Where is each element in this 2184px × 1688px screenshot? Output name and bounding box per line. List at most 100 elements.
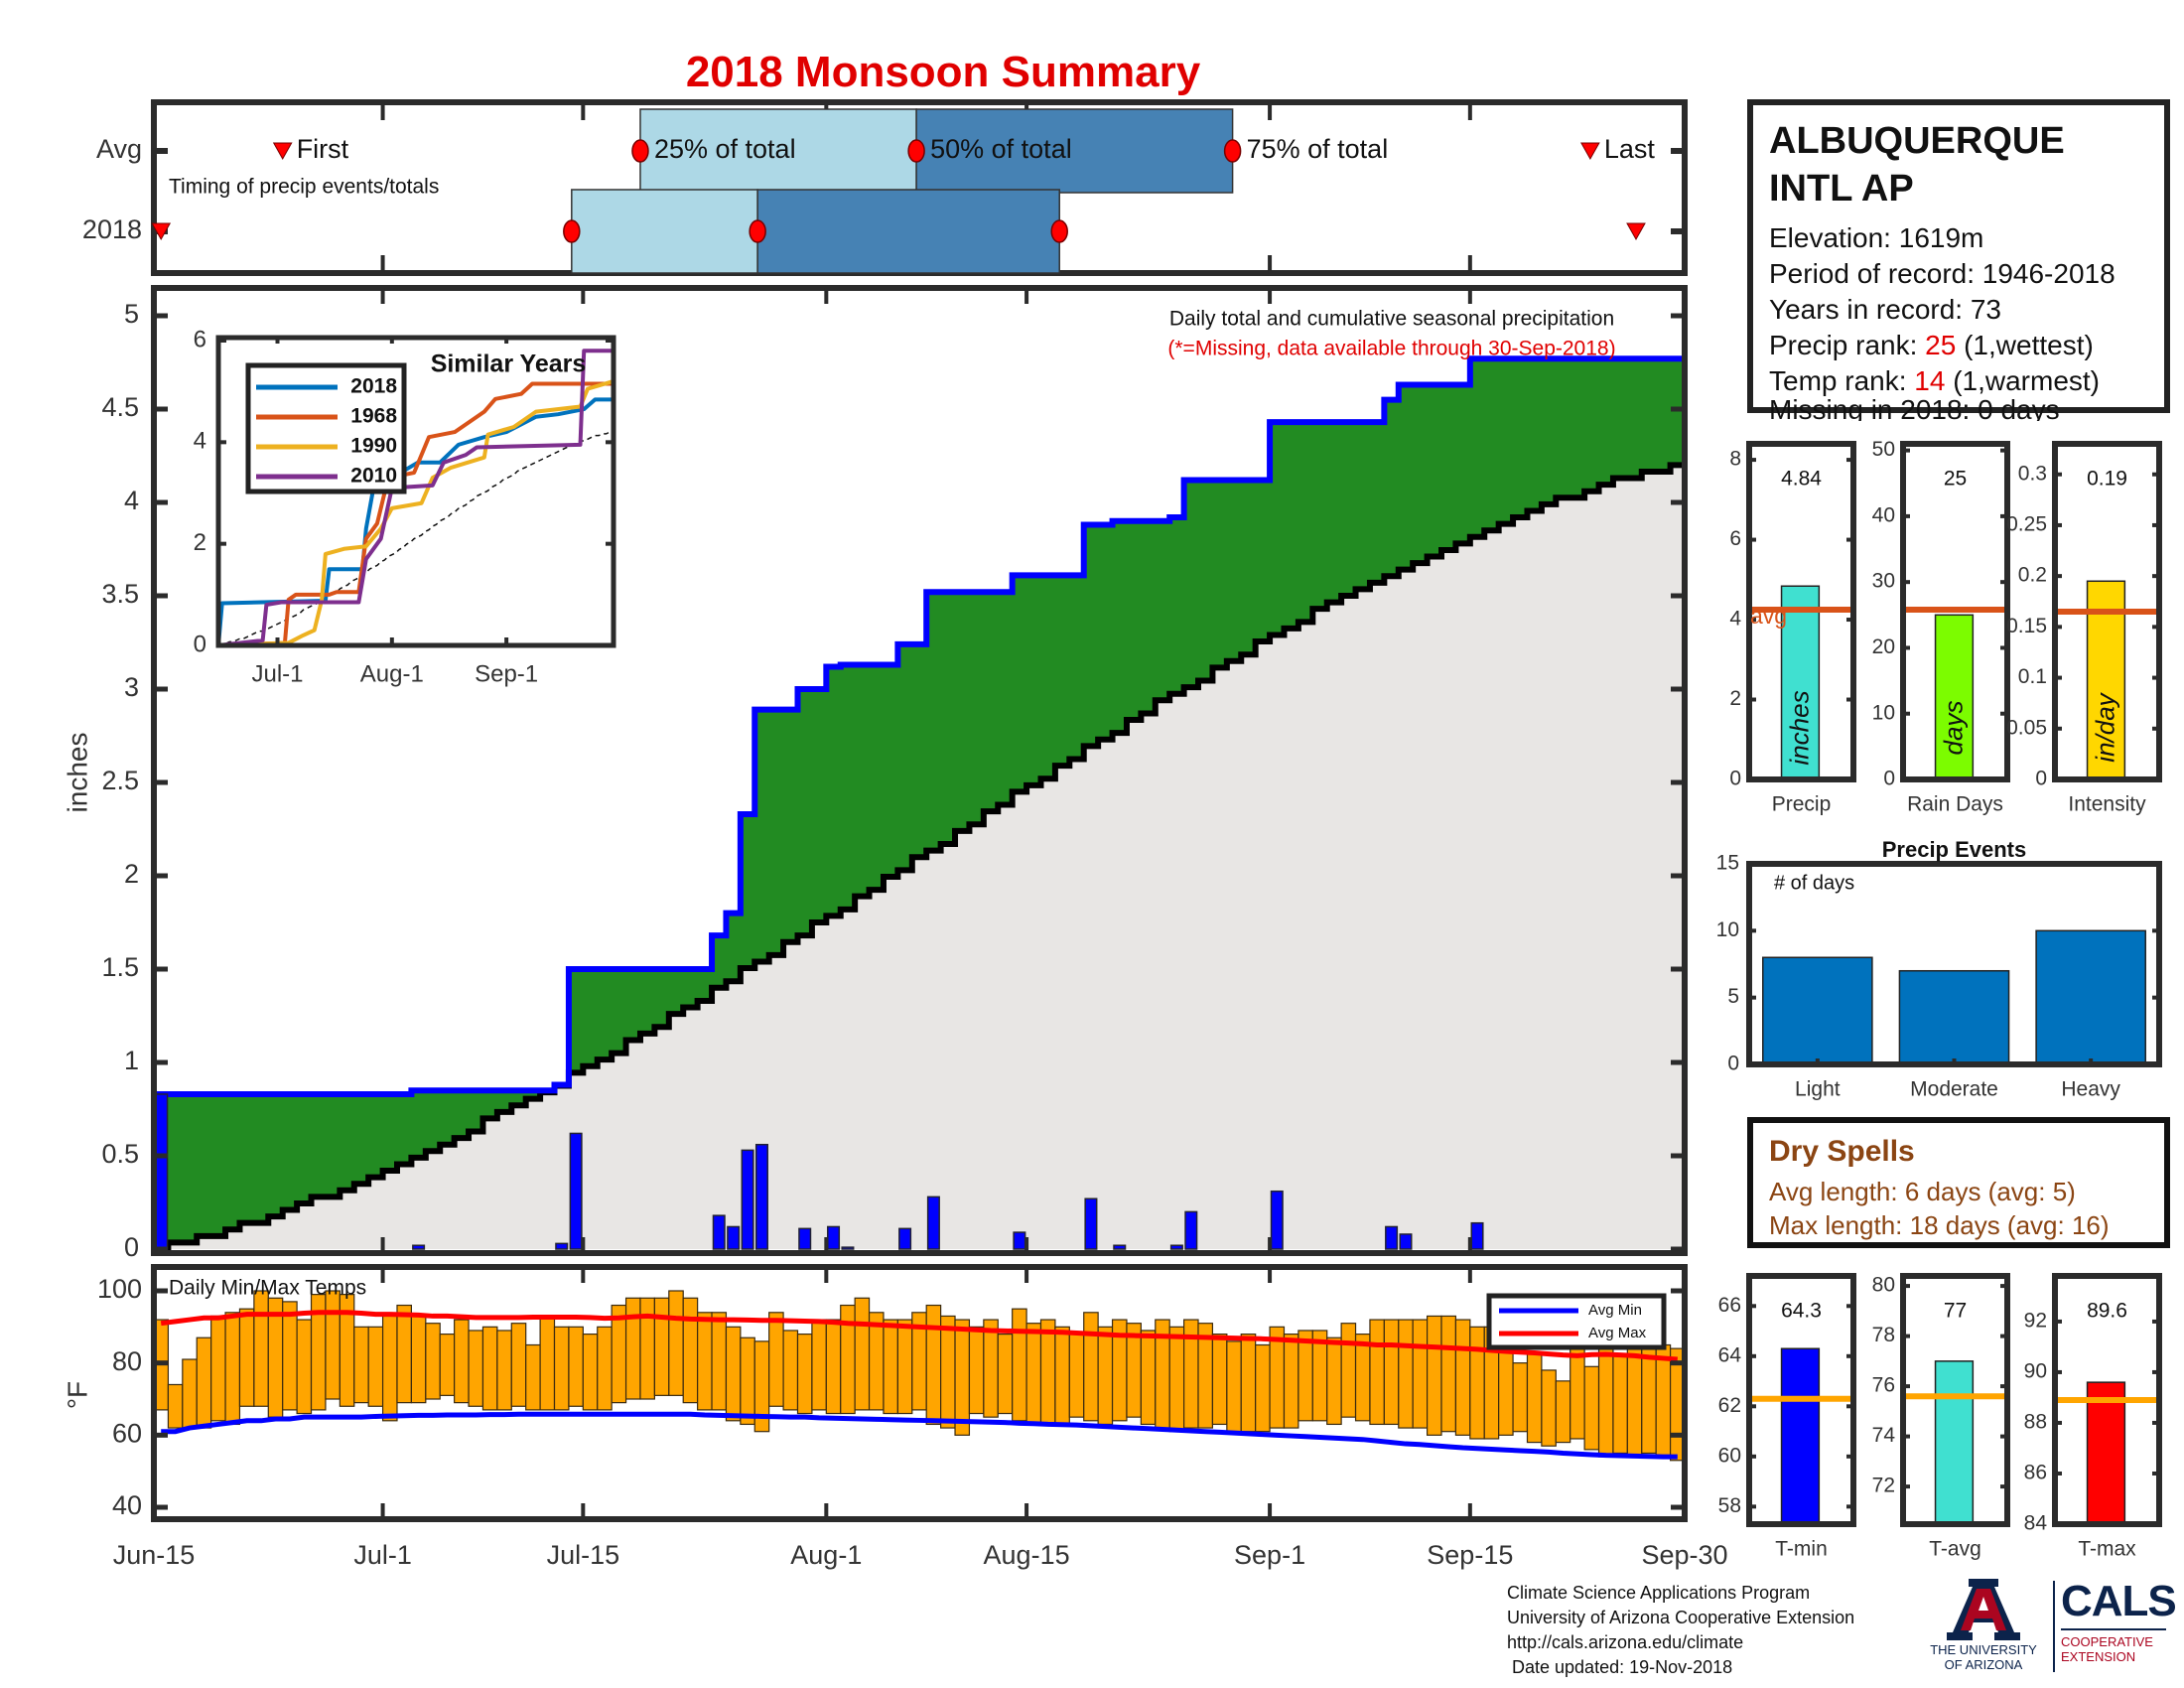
daily-precip-bar — [1399, 1233, 1413, 1250]
cumulative-2018-line — [151, 355, 1685, 1249]
summary-ytick-label: 90 — [2024, 1359, 2047, 1382]
daily-temp-bar — [1083, 1312, 1099, 1422]
daily-temp-bar — [1512, 1362, 1529, 1433]
summary-value-t-min: 64.3 — [1781, 1300, 1822, 1323]
main-ytick-label: 4 — [124, 486, 139, 515]
precip-rank-value: 25 — [1925, 330, 1957, 360]
daily-temp-bar — [925, 1304, 942, 1426]
daily-temp-bar — [768, 1312, 784, 1407]
summary-panel-frame — [2052, 1273, 2162, 1527]
main-ytick-label: 2.5 — [101, 766, 139, 795]
timing-label-p50: 50% of total — [930, 134, 1072, 164]
daily-temp-bar — [582, 1333, 599, 1411]
daily-temp-bar — [1168, 1326, 1185, 1433]
timing-label-p75: 75% of total — [1247, 134, 1389, 164]
timing-first-marker-icon — [151, 222, 172, 241]
timing-box-25-50 — [571, 189, 758, 274]
summary-ytick-label: 40 — [1872, 503, 1895, 526]
footer-url[interactable]: http://cals.arizona.edu/climate — [1507, 1632, 1744, 1652]
main-ylabel: inches — [62, 733, 92, 813]
daily-temp-bar — [1054, 1326, 1070, 1426]
station-precip-rank: Precip rank: 25 (1,wettest) — [1769, 330, 2094, 361]
daily-temp-bar — [425, 1323, 441, 1400]
summary-ytick-label: 6 — [1729, 527, 1741, 550]
daily-temp-bar — [653, 1297, 670, 1396]
summary-bar-precip — [1780, 585, 1821, 780]
summary-panel-frame — [1746, 441, 1856, 782]
daily-temp-bar — [940, 1315, 956, 1429]
daily-precip-bar — [1084, 1197, 1098, 1250]
station-period: Period of record: 1946-2018 — [1769, 258, 2116, 289]
summary-panel-frame — [1746, 1273, 1856, 1527]
daily-temp-bar — [1211, 1333, 1228, 1426]
summary-ytick-label: 72 — [1872, 1475, 1895, 1497]
daily-temp-bar — [1626, 1343, 1643, 1458]
temps-plot-frame — [151, 1264, 1688, 1522]
main-ytick-label: 0.5 — [101, 1139, 139, 1169]
main-ytick-label: 3 — [124, 672, 139, 702]
daily-precip-bar — [555, 1242, 569, 1250]
summary-value-rain-days: 25 — [1944, 468, 1967, 491]
daily-temp-bar — [167, 1383, 184, 1429]
timing-row-label-avg: Avg — [96, 134, 142, 164]
summary-ytick-label: 74 — [1872, 1424, 1896, 1447]
legend-label-2018: 2018 — [350, 375, 397, 398]
summary-value-t-avg: 77 — [1944, 1300, 1967, 1323]
daily-temp-bar — [725, 1326, 742, 1422]
summary-value-intensity: 0.19 — [2087, 468, 2127, 491]
daily-temp-bar — [381, 1315, 398, 1422]
summary-ytick-label: 88 — [2024, 1411, 2047, 1434]
summary-unit-intensity: in/day — [2090, 691, 2119, 762]
summary-ytick-label: 0.15 — [2006, 615, 2047, 637]
daily-temp-bar — [825, 1319, 842, 1415]
daily-temp-bar — [525, 1343, 541, 1411]
summary-value-t-max: 89.6 — [2087, 1300, 2127, 1323]
station-name: ALBUQUERQUE INTL AP — [1769, 117, 2156, 212]
daily-temp-bar — [1354, 1333, 1371, 1422]
temps-ytick-label: 80 — [112, 1346, 142, 1376]
main-ytick-label: 4.5 — [101, 392, 139, 422]
average-cumulative-fill-area — [154, 458, 1685, 1249]
timing-marker-p75 — [1050, 219, 1068, 243]
summary-ytick-label: 10 — [1872, 701, 1895, 724]
daily-temp-bar — [196, 1336, 212, 1429]
footer-date-updated: Date updated: 19-Nov-2018 — [1507, 1657, 1733, 1677]
daily-temp-bar — [896, 1319, 913, 1415]
summary-panel-frame — [2052, 441, 2162, 782]
precip-events-title: Precip Events — [1882, 837, 2027, 862]
main-plot-frame — [151, 285, 1688, 1256]
daily-temp-bar — [883, 1319, 898, 1415]
daily-precip-bar — [569, 1132, 583, 1250]
similar-years-frame — [215, 335, 616, 648]
avg-min-temp-line — [161, 1411, 1678, 1460]
daily-temp-bar — [1555, 1380, 1571, 1444]
similar-xtick-label: Aug-1 — [360, 660, 424, 687]
summary-label-intensity: Intensity — [2068, 793, 2146, 816]
precip-rank-note: (1,wettest) — [1956, 330, 2094, 360]
daily-temp-bar — [954, 1319, 971, 1436]
daily-temp-bar — [1369, 1319, 1385, 1426]
daily-temp-bar — [1655, 1343, 1672, 1458]
daily-precip-bar — [1385, 1225, 1399, 1250]
timing-label-first: First — [297, 134, 349, 164]
daily-precip-bar — [1113, 1244, 1127, 1250]
station-name-line1: ALBUQUERQUE — [1769, 120, 2065, 162]
daily-precip-bar — [926, 1196, 940, 1250]
daily-temp-bar — [553, 1326, 570, 1411]
daily-temp-bar — [454, 1319, 470, 1404]
temps-legend — [1486, 1293, 1667, 1350]
daily-precip-bar — [1184, 1210, 1198, 1250]
timing-marker-p50 — [907, 139, 925, 163]
summary-ytick-label: 84 — [2024, 1512, 2048, 1535]
daily-temp-bar — [439, 1333, 456, 1396]
similar-ytick-label: 4 — [194, 428, 206, 455]
precip-events-ytick-label: 15 — [1716, 852, 1739, 875]
similar-xtick-label: Sep-1 — [475, 660, 538, 687]
summary-ytick-label: 0.25 — [2006, 512, 2047, 535]
precip-events-ytick-label: 10 — [1716, 918, 1739, 941]
summary-label-t-avg: T-avg — [1929, 1538, 1981, 1561]
temps-xtick-label: Sep-15 — [1427, 1540, 1513, 1570]
daily-temp-bar — [997, 1333, 1014, 1415]
daily-temp-bar — [1383, 1319, 1400, 1426]
daily-temp-bar — [1398, 1319, 1414, 1429]
